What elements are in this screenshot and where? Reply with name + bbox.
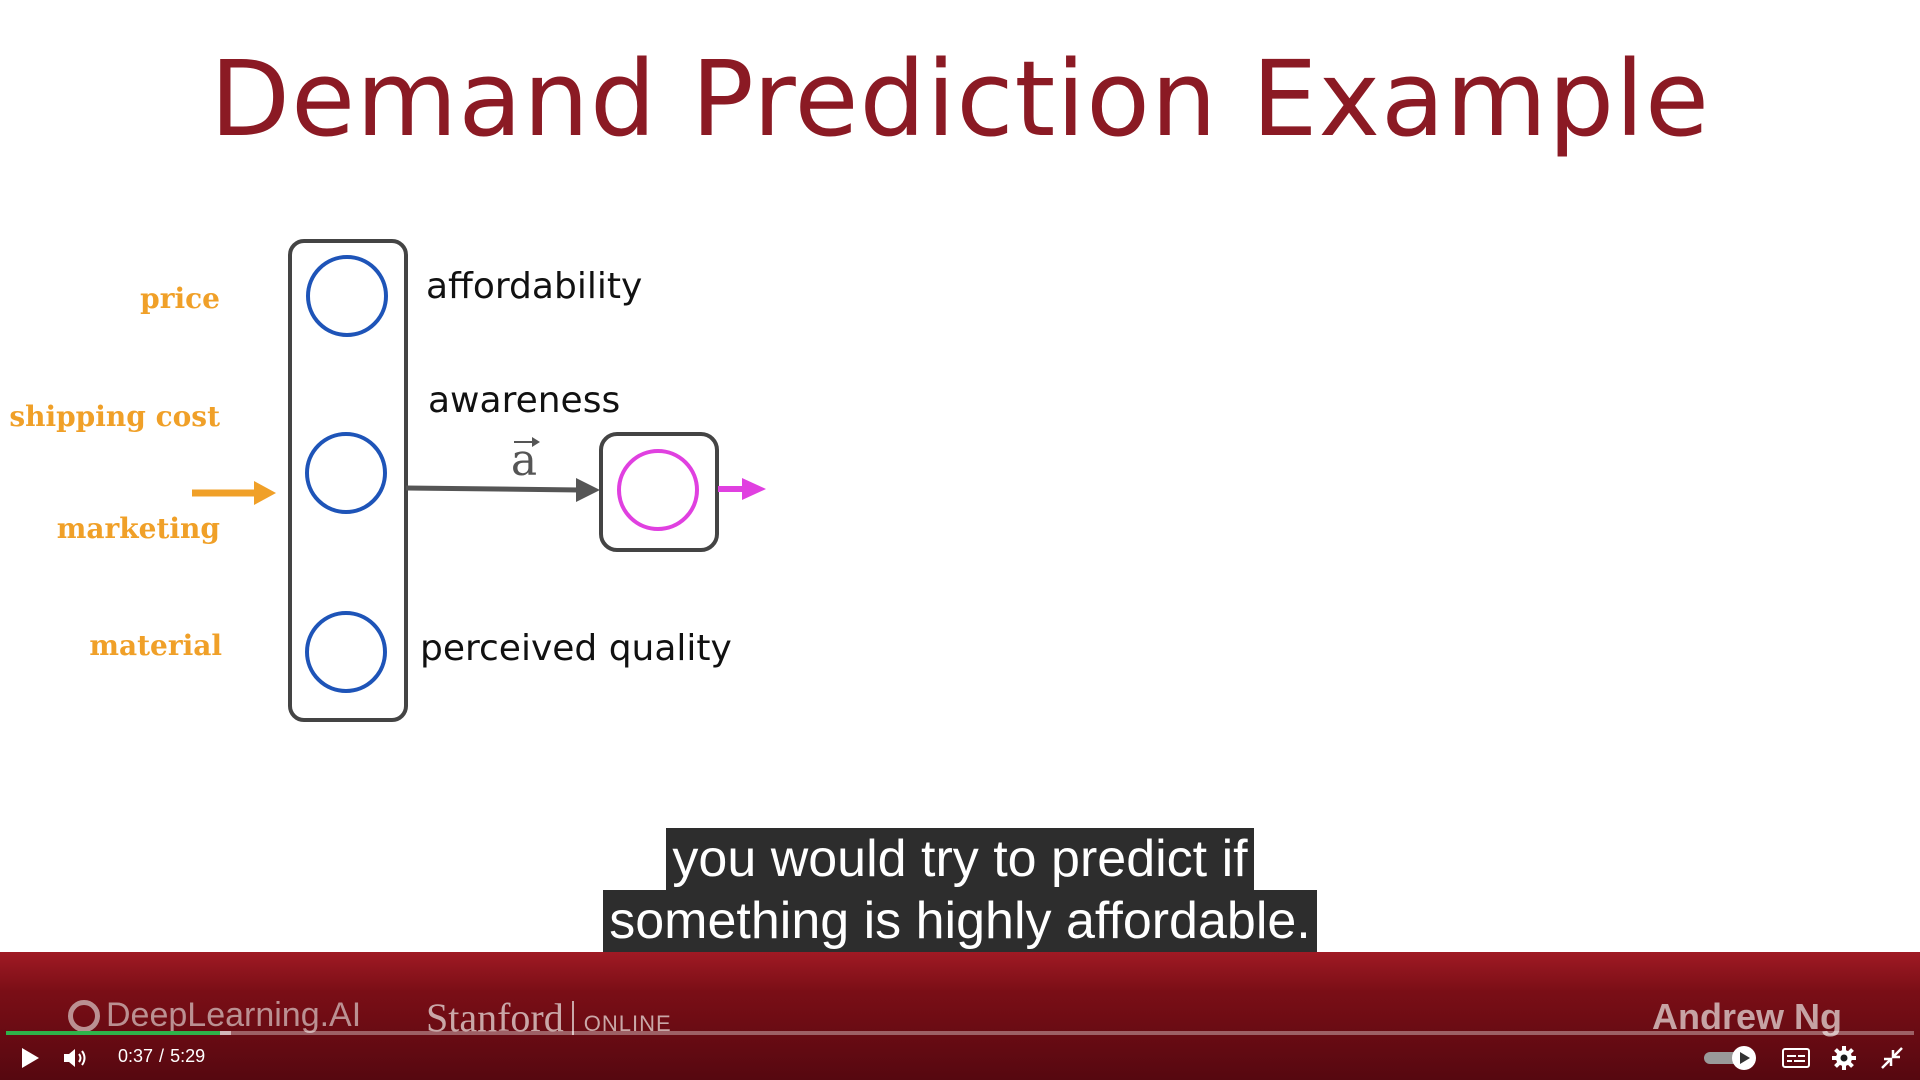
- captions-icon: [1782, 1048, 1810, 1068]
- volume-button[interactable]: [58, 1040, 94, 1076]
- time-display: 0:37/5:29: [118, 1046, 211, 1067]
- hidden-node-awareness: [305, 432, 387, 514]
- vector-a-label: a: [511, 435, 540, 486]
- subtitle-line-1: you would try to predict if: [666, 828, 1254, 890]
- play-button[interactable]: [12, 1040, 48, 1076]
- slide-area[interactable]: Demand Prediction Example price shipping…: [0, 0, 1920, 952]
- deeplearning-logo-icon: [68, 999, 100, 1032]
- hidden-node-affordability: [306, 255, 388, 337]
- gear-icon: [1832, 1046, 1856, 1070]
- exit-fullscreen-button[interactable]: [1874, 1040, 1910, 1076]
- progress-played: [6, 1031, 220, 1035]
- subtitles: you would try to predict if something is…: [0, 828, 1920, 952]
- deeplearning-logo: DeepLearning.AI: [68, 996, 361, 1035]
- neural-network-diagram: price shipping cost marketing material a…: [9, 239, 766, 722]
- deeplearning-logo-text: DeepLearning.AI: [106, 996, 362, 1034]
- input-label-marketing: marketing: [57, 512, 220, 545]
- play-icon: [22, 1048, 39, 1068]
- exit-fullscreen-icon: [1881, 1047, 1903, 1069]
- stanford-logo-text: Stanford: [426, 995, 564, 1040]
- subtitle-line-2: something is highly affordable.: [603, 890, 1317, 952]
- activation-arrow: [405, 478, 600, 502]
- hidden-node-perceived-quality: [305, 611, 387, 693]
- footer-band: [0, 952, 1920, 1080]
- input-label-price: price: [140, 282, 220, 315]
- duration: 5:29: [170, 1046, 206, 1066]
- stanford-online-text: ONLINE: [583, 1011, 672, 1036]
- autoplay-toggle-icon: [1704, 1046, 1756, 1070]
- feature-label-affordability: affordability: [426, 266, 642, 307]
- output-arrow: [718, 478, 766, 500]
- captions-button[interactable]: [1776, 1042, 1816, 1074]
- current-time: 0:37: [118, 1046, 154, 1066]
- feature-label-perceived-quality: perceived quality: [420, 628, 732, 669]
- time-separator: /: [159, 1046, 165, 1066]
- input-arrow: [192, 481, 276, 505]
- input-label-shipping-cost: shipping cost: [9, 400, 220, 433]
- settings-button[interactable]: [1826, 1040, 1862, 1076]
- progress-bar[interactable]: [6, 1031, 1914, 1035]
- hidden-layer-box: [288, 239, 408, 722]
- stanford-online-logo: Stanford ONLINE: [426, 994, 672, 1041]
- volume-icon: [64, 1049, 86, 1067]
- output-layer-box: [599, 432, 719, 552]
- player-controls: 0:37/5:29: [0, 1036, 1920, 1080]
- feature-label-awareness: awareness: [428, 380, 620, 421]
- presenter-name: Andrew Ng: [1651, 996, 1842, 1037]
- output-node: [617, 449, 699, 531]
- slide-title: Demand Prediction Example: [210, 38, 1710, 160]
- input-label-material: material: [89, 629, 222, 662]
- autoplay-toggle[interactable]: [1702, 1044, 1760, 1072]
